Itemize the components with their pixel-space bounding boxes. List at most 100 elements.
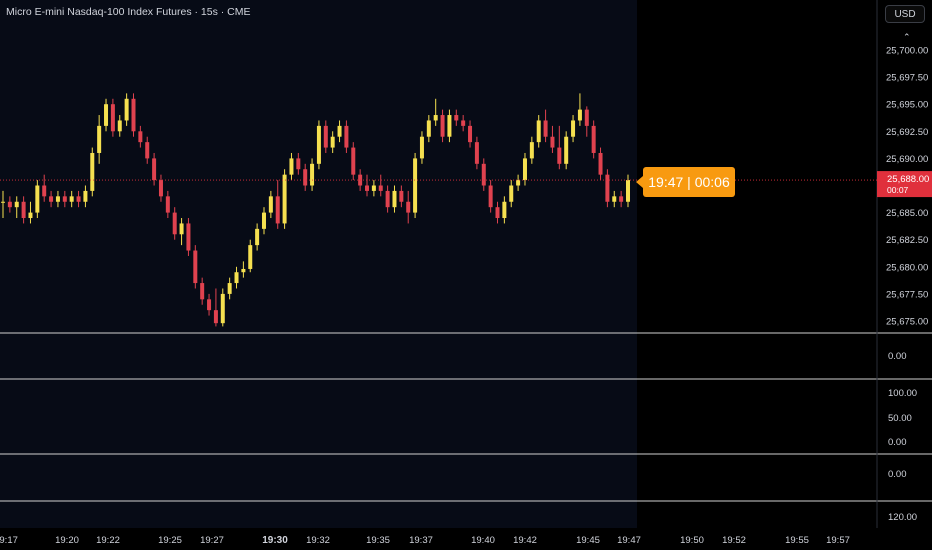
candle[interactable]: [234, 272, 239, 284]
candle[interactable]: [282, 174, 287, 224]
currency-button[interactable]: USD: [885, 5, 925, 23]
candle[interactable]: [529, 142, 534, 159]
candle[interactable]: [193, 250, 198, 284]
price-tick-label: 25,697.50: [886, 73, 928, 84]
candle[interactable]: [158, 180, 163, 197]
candle[interactable]: [330, 136, 335, 148]
candle[interactable]: [577, 109, 582, 121]
candle[interactable]: [516, 180, 521, 186]
candle[interactable]: [468, 125, 473, 143]
price-tick-label: 25,677.50: [886, 289, 928, 300]
candle[interactable]: [275, 196, 280, 224]
candle[interactable]: [124, 98, 129, 121]
candle[interactable]: [1, 201, 5, 203]
candle[interactable]: [571, 120, 576, 137]
candle[interactable]: [303, 169, 308, 186]
pane-tick-label: 0.00: [888, 469, 907, 480]
candle[interactable]: [28, 212, 33, 219]
candle[interactable]: [344, 125, 349, 148]
candle[interactable]: [268, 196, 273, 213]
candle[interactable]: [509, 185, 514, 202]
candle[interactable]: [296, 158, 301, 170]
candle[interactable]: [55, 196, 60, 202]
candle[interactable]: [461, 120, 466, 126]
candle[interactable]: [186, 223, 191, 251]
candle[interactable]: [289, 158, 294, 175]
candle[interactable]: [248, 245, 253, 269]
candle[interactable]: [419, 136, 424, 159]
candle[interactable]: [605, 174, 610, 202]
candle[interactable]: [220, 293, 225, 324]
candle[interactable]: [241, 268, 246, 273]
candle[interactable]: [413, 158, 418, 213]
candle[interactable]: [165, 196, 170, 213]
candle[interactable]: [179, 223, 184, 235]
candle[interactable]: [21, 201, 26, 219]
candle[interactable]: [392, 190, 397, 208]
candle[interactable]: [378, 185, 383, 191]
candle[interactable]: [310, 163, 315, 186]
candle[interactable]: [255, 228, 260, 246]
candle[interactable]: [49, 196, 54, 202]
time-axis-panel: [0, 528, 932, 550]
candle[interactable]: [62, 196, 67, 202]
candle[interactable]: [76, 196, 81, 202]
candle[interactable]: [97, 125, 102, 153]
candle[interactable]: [399, 190, 404, 202]
candle[interactable]: [598, 152, 603, 175]
candle[interactable]: [385, 190, 390, 208]
candle[interactable]: [536, 120, 541, 143]
candle[interactable]: [14, 201, 19, 208]
candle[interactable]: [117, 120, 122, 132]
candle[interactable]: [612, 196, 617, 202]
candle[interactable]: [550, 136, 555, 148]
candle[interactable]: [90, 152, 95, 191]
candle[interactable]: [426, 120, 431, 137]
candle[interactable]: [591, 125, 596, 153]
candle[interactable]: [145, 142, 150, 159]
candle[interactable]: [440, 115, 445, 137]
candle[interactable]: [227, 283, 232, 294]
candle[interactable]: [522, 158, 527, 181]
candle[interactable]: [557, 147, 562, 164]
candle[interactable]: [406, 201, 411, 213]
candle[interactable]: [351, 147, 356, 175]
candle[interactable]: [488, 185, 493, 208]
candle[interactable]: [433, 115, 438, 121]
candle[interactable]: [35, 185, 40, 213]
candle[interactable]: [619, 196, 624, 202]
candle[interactable]: [337, 125, 342, 137]
candle[interactable]: [564, 136, 569, 164]
candle[interactable]: [365, 185, 370, 191]
candle[interactable]: [200, 283, 205, 300]
candle[interactable]: [172, 212, 177, 235]
candle[interactable]: [447, 115, 452, 137]
candle[interactable]: [7, 201, 12, 208]
candle[interactable]: [42, 185, 47, 197]
candle[interactable]: [261, 212, 266, 229]
candle[interactable]: [316, 125, 321, 164]
candle[interactable]: [131, 98, 136, 132]
candle[interactable]: [104, 104, 109, 126]
time-tick-label: 19:55: [785, 535, 809, 546]
candle[interactable]: [110, 104, 115, 132]
candle[interactable]: [584, 109, 589, 126]
candle[interactable]: [495, 207, 500, 219]
candle[interactable]: [323, 125, 328, 148]
candle[interactable]: [626, 180, 630, 202]
candle[interactable]: [543, 120, 548, 137]
candle[interactable]: [152, 158, 157, 181]
candle[interactable]: [474, 142, 479, 164]
time-tick-label: 19:17: [0, 535, 18, 546]
pane-tick-label: 0.00: [888, 351, 907, 362]
candle[interactable]: [481, 163, 486, 186]
candle[interactable]: [83, 190, 88, 202]
candle[interactable]: [454, 115, 459, 121]
candle[interactable]: [138, 131, 143, 143]
candle[interactable]: [69, 196, 74, 202]
candle[interactable]: [213, 310, 218, 324]
candle[interactable]: [371, 185, 376, 191]
candle[interactable]: [207, 299, 212, 311]
candle[interactable]: [502, 201, 507, 219]
